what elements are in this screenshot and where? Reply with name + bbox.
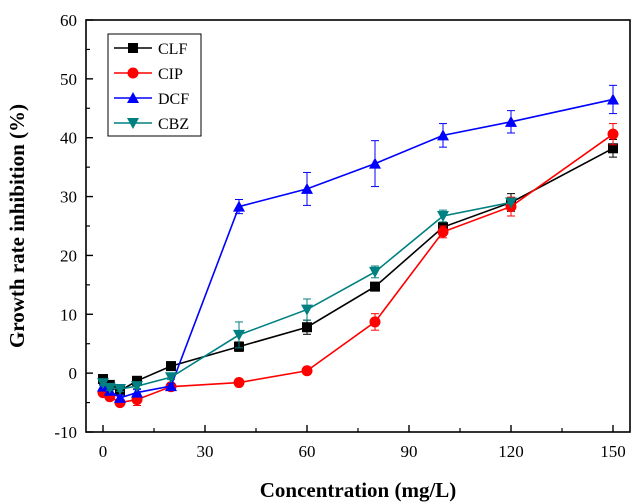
x-tick-label: 150: [600, 442, 626, 461]
data-point-dcf: [437, 129, 449, 141]
legend-label-dcf: DCF: [158, 91, 189, 108]
data-point-cbz: [103, 382, 116, 394]
x-tick-label: 0: [99, 442, 108, 461]
data-point-cbz: [131, 381, 143, 393]
y-tick-label: 40: [60, 129, 77, 148]
y-axis-title: Growth rate inhibition (%): [5, 104, 29, 348]
y-tick-label: 60: [60, 11, 77, 30]
x-tick-label: 90: [401, 442, 418, 461]
plot-area: [97, 84, 619, 409]
legend-marker-cbz: [127, 118, 139, 129]
series-cbz: [97, 197, 517, 396]
data-point-dcf: [114, 391, 126, 403]
legend-label-cip: CIP: [158, 66, 183, 83]
data-point-dcf: [165, 380, 177, 392]
data-point-cbz: [114, 384, 126, 396]
data-point-cip: [607, 128, 619, 140]
data-point-dcf: [301, 182, 313, 194]
data-point-cip: [369, 316, 381, 328]
series-line-dcf: [102, 98, 614, 399]
data-point-cbz: [97, 378, 109, 390]
data-point-dcf: [233, 200, 245, 212]
y-tick-label: 30: [60, 188, 77, 207]
data-point-cip: [301, 365, 313, 377]
x-axis-title: Concentration (mg/L): [260, 478, 457, 502]
data-point-cbz: [233, 329, 245, 341]
data-point-dcf: [607, 93, 619, 105]
y-tick-label: 50: [60, 70, 77, 89]
legend-marker-dcf: [127, 92, 139, 103]
data-point-cip: [437, 226, 449, 238]
data-point-cbz: [301, 304, 313, 316]
data-point-clf: [608, 143, 618, 154]
series-line-cbz: [102, 201, 512, 390]
series-line-clf: [102, 147, 614, 392]
legend-marker-clf: [128, 43, 138, 53]
series-clf: [98, 138, 618, 396]
legend-marker-cip: [127, 67, 139, 79]
data-point-cbz: [369, 266, 381, 278]
data-point-clf: [370, 281, 380, 292]
y-tick-label: 0: [69, 364, 78, 383]
data-point-clf: [132, 375, 142, 386]
legend: CLF CIP DCF CBZ: [107, 33, 202, 137]
data-point-clf: [302, 322, 312, 333]
data-point-clf: [166, 361, 176, 372]
x-tick-label: 60: [299, 442, 316, 461]
x-tick-label: 120: [498, 442, 524, 461]
y-tick-label: 20: [60, 246, 77, 265]
legend-label-clf: CLF: [158, 41, 187, 58]
y-tick-label: 10: [60, 305, 77, 324]
legend-box: [107, 33, 202, 137]
y-axis: -10 0 10 20 30 40 50 60: [54, 11, 93, 442]
data-point-dcf: [505, 115, 517, 127]
data-point-cip: [233, 377, 245, 389]
data-point-dcf: [369, 157, 381, 169]
x-axis: 0 30 60 90 120 150: [99, 425, 626, 461]
data-point-cbz: [165, 372, 177, 384]
x-tick-label: 30: [197, 442, 214, 461]
data-point-cbz: [505, 197, 517, 209]
y-tick-label: -10: [54, 423, 77, 442]
data-point-cbz: [437, 210, 449, 222]
legend-label-cbz: CBZ: [158, 116, 189, 133]
